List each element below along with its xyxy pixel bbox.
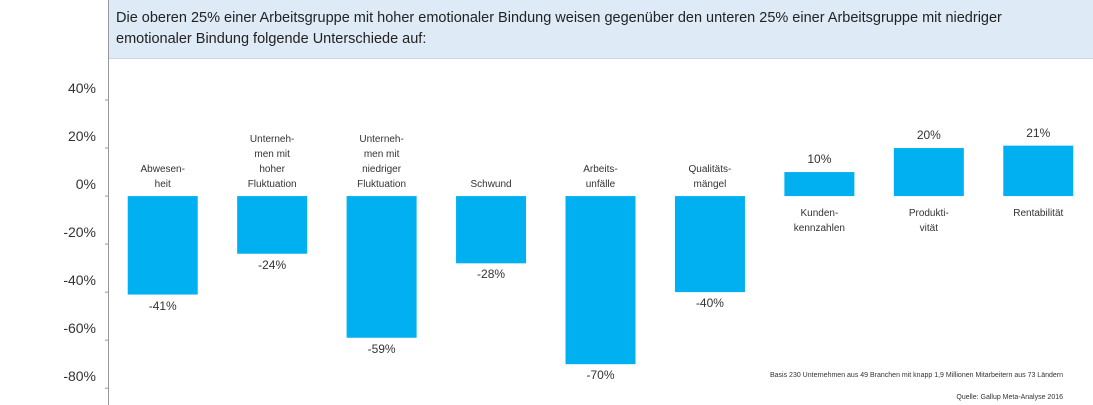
value-label: 10% <box>807 152 832 167</box>
value-label: 21% <box>1026 125 1051 140</box>
value-label: 20% <box>916 128 941 143</box>
category-label: Schwund <box>470 179 512 191</box>
bar <box>893 148 964 197</box>
bar <box>1003 145 1074 197</box>
category-label: Unterneh- men mit niedriger Fluktuation <box>357 134 407 191</box>
y-tick-label: -80% <box>63 368 96 385</box>
value-label: -28% <box>477 267 506 282</box>
chart-title: Die oberen 25% einer Arbeitsgruppe mit h… <box>116 10 1002 47</box>
y-tick-label: -40% <box>63 272 96 289</box>
bar <box>674 196 745 293</box>
category-label: Kunden- kennzahlen <box>793 208 845 235</box>
value-label: -70% <box>586 368 615 383</box>
footnote: Quelle: Gallup Meta-Analyse 2016 <box>956 394 1063 401</box>
value-label: -41% <box>148 298 177 313</box>
footnote: Basis 230 Unternehmen aus 49 Branchen mi… <box>769 372 1063 379</box>
category-label: Abwesen- heit <box>140 164 185 191</box>
y-tick-label: 20% <box>67 128 96 145</box>
y-tick-label: 0% <box>75 176 96 193</box>
bar <box>127 196 198 295</box>
bar <box>237 196 308 254</box>
title-band <box>108 0 1093 59</box>
bar <box>565 196 636 365</box>
y-tick-label: -20% <box>63 224 96 241</box>
bar <box>346 196 417 338</box>
y-tick-label: -60% <box>63 320 96 337</box>
category-label: Unterneh- men mit hoher Fluktuation <box>247 134 297 191</box>
y-tick-label: 40% <box>67 80 96 97</box>
category-label: Arbeits- unfälle <box>583 164 618 191</box>
value-label: -40% <box>695 296 724 311</box>
bar <box>456 196 527 264</box>
category-label: Rentabilität <box>1013 208 1064 220</box>
bar <box>784 172 855 197</box>
category-label: Produkti- vität <box>908 208 949 235</box>
category-label: Qualitäts- mängel <box>688 164 732 191</box>
value-label: -59% <box>367 341 396 356</box>
value-label: -24% <box>258 257 287 272</box>
